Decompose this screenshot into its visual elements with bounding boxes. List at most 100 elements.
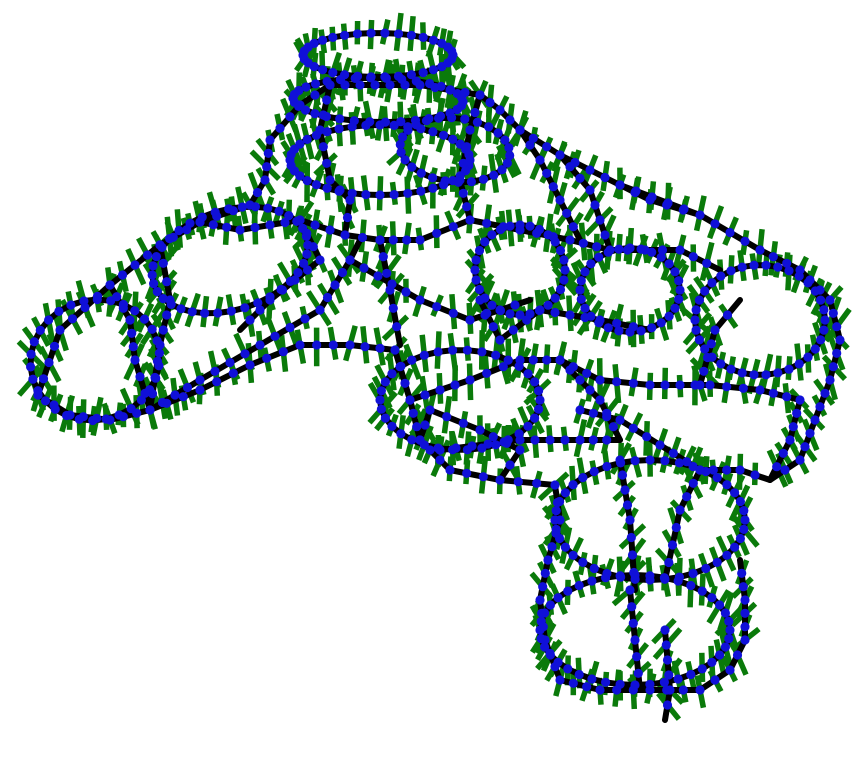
mesh-vertex <box>600 172 610 183</box>
mesh-vertex <box>725 665 735 675</box>
mesh-vertex <box>614 326 624 336</box>
mesh-vertex <box>710 219 720 229</box>
mesh-vertex <box>602 461 612 472</box>
mesh-vertex <box>722 550 732 560</box>
mesh-vertex <box>284 211 294 221</box>
mesh-vertex <box>705 380 715 390</box>
mesh-vertex <box>240 349 250 359</box>
mesh-vertex <box>559 255 569 265</box>
mesh-vertex <box>382 268 392 278</box>
mesh-vertex <box>522 315 532 325</box>
mesh-vertex <box>674 276 684 286</box>
mesh-vertex <box>505 115 515 125</box>
mesh-vertex <box>462 142 472 152</box>
mesh-vertex <box>628 378 638 388</box>
mesh-vertex <box>250 222 260 233</box>
mesh-vertex <box>602 435 612 445</box>
mesh-vertex <box>688 252 698 262</box>
mesh-vertex <box>568 222 578 232</box>
mesh-vertex <box>545 600 556 610</box>
mesh-vertex <box>568 480 578 490</box>
mesh-vertex <box>660 625 670 635</box>
mesh-vertex <box>322 158 332 168</box>
mesh-vertex <box>195 385 205 395</box>
mesh-vertex <box>439 130 449 140</box>
mesh-vertex <box>280 217 290 228</box>
mesh-vertex <box>773 262 783 272</box>
mesh-vertex <box>543 300 553 310</box>
mesh-vertex <box>493 128 503 138</box>
mesh-vertex <box>302 228 312 238</box>
mesh-vertex <box>819 325 829 335</box>
mesh-vertex <box>434 113 444 123</box>
mesh-vertex <box>578 473 588 483</box>
mesh-vertex <box>455 175 465 185</box>
mesh-vertex <box>600 230 610 240</box>
mesh-vertex <box>555 245 566 256</box>
mesh-vertex <box>178 392 188 402</box>
mesh-vertex <box>694 335 705 345</box>
mesh-vertex <box>655 440 665 450</box>
mesh-vertex <box>245 360 255 370</box>
mesh-vertex <box>595 395 605 405</box>
mesh-vertex <box>78 412 88 422</box>
mesh-vertex <box>328 32 338 43</box>
mesh-vertex <box>510 300 520 310</box>
mesh-vertex <box>565 235 575 245</box>
mesh-vertex <box>478 472 488 482</box>
mesh-vertex <box>92 413 102 423</box>
mesh-vertex <box>472 117 482 127</box>
mesh-vertex <box>310 220 320 230</box>
mesh-vertex <box>155 340 165 350</box>
mesh-vertex <box>130 306 140 316</box>
mesh-vertex <box>568 678 578 688</box>
mesh-vertex <box>538 582 548 592</box>
mesh-vertex <box>149 279 159 289</box>
mesh-vertex <box>722 480 732 490</box>
mesh-vertex <box>662 700 673 710</box>
mesh-vertex <box>612 318 622 328</box>
mesh-vertex <box>595 685 605 695</box>
mesh-vertex <box>447 46 457 56</box>
mesh-vertex <box>587 674 597 684</box>
mesh-vertex <box>140 388 150 398</box>
mesh-vertex <box>452 104 462 115</box>
mesh-vertex <box>474 284 485 295</box>
mesh-vertex <box>142 250 153 260</box>
mesh-vertex <box>590 200 600 210</box>
mesh-vertex <box>535 395 545 405</box>
mesh-vertex <box>710 675 720 685</box>
mesh-vertex <box>659 573 670 583</box>
mesh-vertex <box>515 355 525 365</box>
mesh-vertex <box>603 323 613 333</box>
mesh-vertex <box>647 323 657 333</box>
mesh-vertex <box>147 389 158 399</box>
mesh-vertex <box>55 325 65 335</box>
mesh-vertex <box>237 202 247 212</box>
mesh-vertex <box>265 295 275 305</box>
mesh-vertex <box>285 112 295 122</box>
mesh-vertex <box>730 542 740 552</box>
mesh-vertex <box>575 435 585 445</box>
mesh-vertex <box>628 685 638 695</box>
mesh-vertex <box>664 557 674 568</box>
mesh-vertex <box>322 292 333 303</box>
mesh-vertex <box>565 162 575 172</box>
mesh-vertex <box>568 550 578 560</box>
mesh-vertex <box>565 310 575 320</box>
mesh-vertex <box>695 465 705 475</box>
mesh-vertex <box>550 293 560 303</box>
mesh-vertex <box>615 455 625 465</box>
mesh-vertex <box>274 206 284 216</box>
mesh-vertex <box>724 616 734 627</box>
mesh-vertex <box>810 415 820 425</box>
mesh-vertex <box>482 218 492 228</box>
mesh-vertex <box>392 322 402 332</box>
mesh-vertex <box>489 170 499 180</box>
mesh-vertex <box>302 265 313 275</box>
mesh-vertex <box>832 322 842 332</box>
mesh-vertex <box>540 568 550 578</box>
mesh-vertex <box>832 348 842 358</box>
mesh-vertex <box>345 195 355 205</box>
mesh-vertex <box>226 306 236 316</box>
